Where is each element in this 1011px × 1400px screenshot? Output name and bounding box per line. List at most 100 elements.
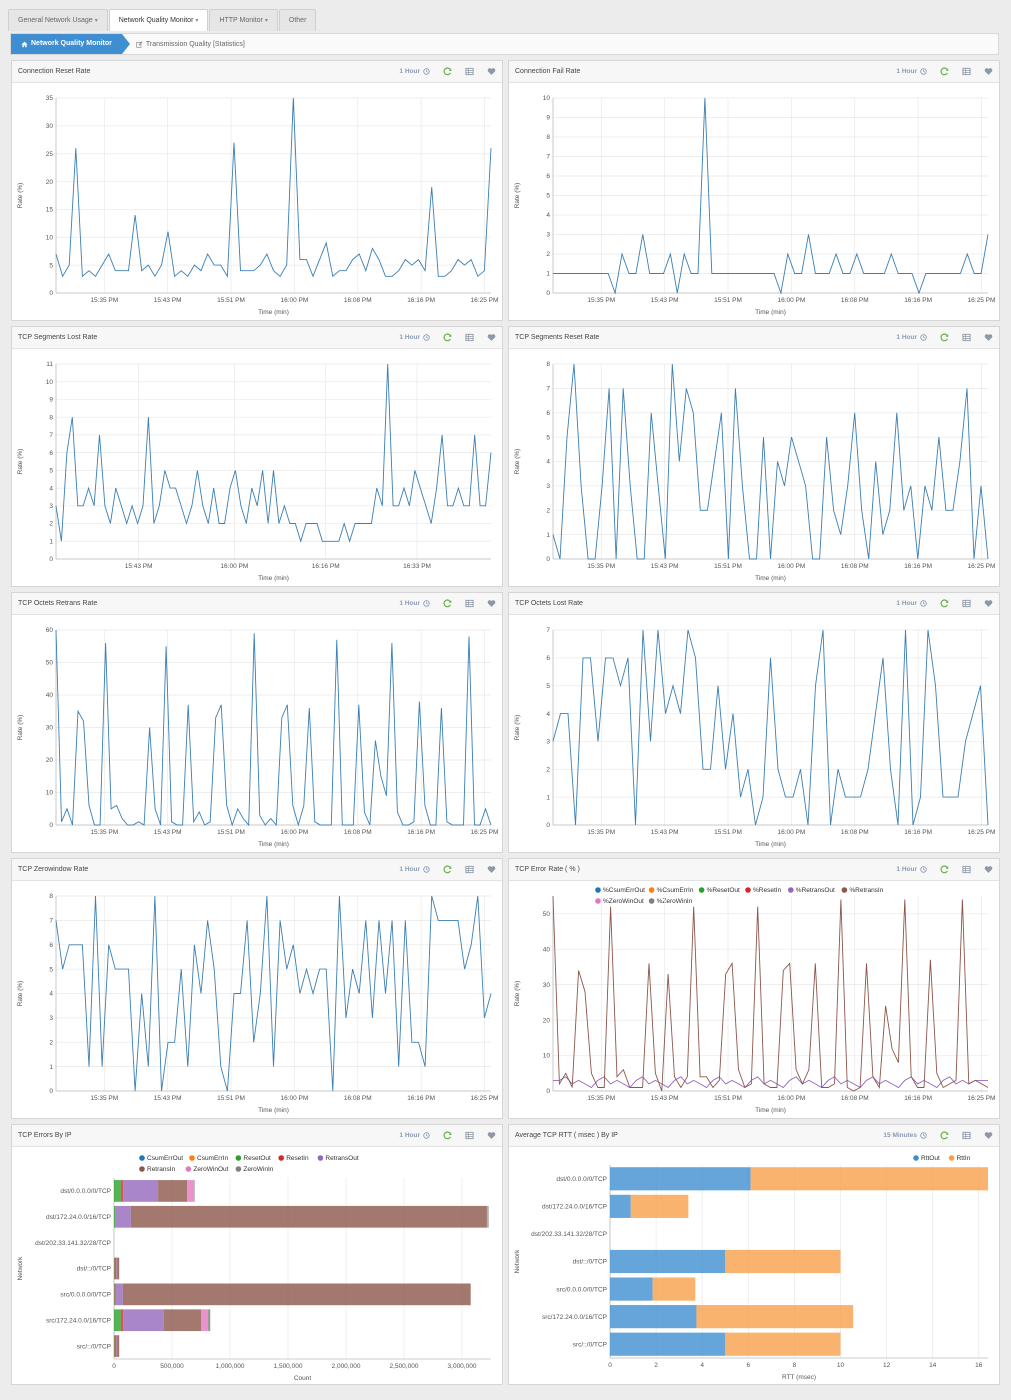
bar-segment-zerowinin[interactable]	[207, 1309, 211, 1332]
time-range-selector[interactable]: 1 Hour	[399, 68, 430, 75]
heart-button[interactable]	[486, 67, 496, 77]
heart-button[interactable]	[983, 1131, 993, 1141]
refresh-button[interactable]	[939, 1131, 949, 1141]
bar-segment-rttout[interactable]	[610, 1277, 653, 1301]
table-button[interactable]	[961, 599, 971, 609]
table-button[interactable]	[961, 67, 971, 77]
heart-button[interactable]	[983, 67, 993, 77]
bar-segment-rttin[interactable]	[696, 1305, 854, 1329]
legend-item[interactable]: RttIn	[948, 1155, 971, 1162]
time-range-selector[interactable]: 1 Hour	[896, 334, 927, 341]
bar-segment-rttin[interactable]	[630, 1194, 689, 1218]
heart-button[interactable]	[486, 865, 496, 875]
time-range-selector[interactable]: 1 Hour	[896, 68, 927, 75]
refresh-button[interactable]	[442, 67, 452, 77]
time-range-selector[interactable]: 1 Hour	[399, 866, 430, 873]
heart-button[interactable]	[486, 599, 496, 609]
bar-segment-retransin[interactable]	[116, 1257, 120, 1280]
time-range-selector[interactable]: 1 Hour	[896, 866, 927, 873]
breadcrumb-home[interactable]: Network Quality Monitor	[11, 34, 130, 54]
bar-segment-resetout[interactable]	[114, 1205, 116, 1228]
legend-item[interactable]: %ResetOut	[698, 887, 740, 894]
legend-item[interactable]: RetransIn	[139, 1166, 176, 1173]
bar-segment-retransout[interactable]	[115, 1283, 123, 1306]
table-button[interactable]	[464, 1131, 474, 1141]
bar-segment-retransin[interactable]	[122, 1283, 471, 1306]
bar-segment-resetout[interactable]	[114, 1257, 115, 1280]
legend-item[interactable]: ResetIn	[278, 1155, 309, 1162]
legend-item[interactable]: ResetOut	[235, 1155, 271, 1162]
legend-item[interactable]: %ZeroWinOut	[595, 898, 644, 905]
bar-segment-retransout[interactable]	[116, 1335, 117, 1357]
bar-segment-resetin[interactable]	[120, 1309, 124, 1332]
bar-segment-retransin[interactable]	[158, 1180, 188, 1202]
refresh-button[interactable]	[442, 1131, 452, 1141]
bar-segment-resetin[interactable]	[114, 1257, 117, 1280]
bar-segment-zerowinout[interactable]	[187, 1180, 195, 1202]
table-button[interactable]	[464, 599, 474, 609]
refresh-button[interactable]	[939, 865, 949, 875]
table-button[interactable]	[961, 1131, 971, 1141]
time-range-selector[interactable]: 1 Hour	[896, 600, 927, 607]
table-button[interactable]	[464, 67, 474, 77]
heart-button[interactable]	[486, 1131, 496, 1141]
bar-segment-resetin[interactable]	[115, 1205, 116, 1228]
refresh-button[interactable]	[939, 333, 949, 343]
bar-segment-rttout[interactable]	[610, 1332, 726, 1356]
refresh-button[interactable]	[939, 67, 949, 77]
refresh-button[interactable]	[442, 599, 452, 609]
bar-segment-retransin[interactable]	[130, 1205, 487, 1228]
bar-segment-retransout[interactable]	[116, 1257, 117, 1280]
tab-network-quality-monitor[interactable]: Network Quality Monitor ▾	[108, 9, 209, 31]
bar-segment-rttin[interactable]	[652, 1277, 696, 1301]
legend-item[interactable]: ZeroWinOut	[185, 1166, 229, 1173]
bar-segment-resetout[interactable]	[114, 1335, 115, 1357]
legend-item[interactable]: RetransOut	[317, 1155, 359, 1162]
table-button[interactable]	[961, 865, 971, 875]
legend-item[interactable]: %CsumErrIn	[648, 887, 694, 894]
bar-segment-rttin[interactable]	[750, 1167, 988, 1191]
time-range-selector[interactable]: 1 Hour	[399, 334, 430, 341]
bar-segment-zerowinin[interactable]	[194, 1180, 195, 1202]
heart-button[interactable]	[983, 333, 993, 343]
bar-segment-retransin[interactable]	[116, 1335, 120, 1357]
heart-button[interactable]	[983, 865, 993, 875]
legend-item[interactable]: RttOut	[913, 1155, 940, 1162]
bar-segment-resetout[interactable]	[114, 1309, 121, 1332]
bar-segment-zerowinin[interactable]	[488, 1205, 489, 1228]
legend-item[interactable]: %RetransOut	[788, 887, 835, 894]
time-range-selector[interactable]: 15 Minutes	[883, 1132, 927, 1139]
bar-segment-resetout[interactable]	[114, 1283, 115, 1306]
bar-segment-rttout[interactable]	[610, 1249, 726, 1274]
bar-segment-rttin[interactable]	[725, 1249, 841, 1274]
bar-segment-resetout[interactable]	[114, 1180, 121, 1202]
legend-item[interactable]: %RetransIn	[841, 887, 884, 894]
tab-http-monitor[interactable]: HTTP Monitor ▾	[209, 9, 278, 31]
bar-segment-zerowinout[interactable]	[201, 1309, 208, 1332]
bar-segment-zerowinout[interactable]	[486, 1205, 489, 1228]
legend-item[interactable]: %ZeroWinIn	[648, 898, 693, 905]
table-button[interactable]	[961, 333, 971, 343]
table-button[interactable]	[464, 865, 474, 875]
bar-segment-rttout[interactable]	[610, 1305, 697, 1329]
time-range-selector[interactable]: 1 Hour	[399, 600, 430, 607]
time-range-selector[interactable]: 1 Hour	[399, 1132, 430, 1139]
legend-item[interactable]: CsumErrIn	[189, 1155, 228, 1162]
bar-segment-resetin[interactable]	[114, 1335, 117, 1357]
bar-segment-rttout[interactable]	[610, 1167, 751, 1191]
bar-segment-retransout[interactable]	[115, 1205, 131, 1228]
bar-segment-retransout[interactable]	[123, 1309, 164, 1332]
heart-button[interactable]	[486, 333, 496, 343]
tab-other[interactable]: Other	[278, 9, 317, 31]
bar-segment-retransout[interactable]	[123, 1180, 159, 1202]
heart-button[interactable]	[983, 599, 993, 609]
refresh-button[interactable]	[442, 865, 452, 875]
table-button[interactable]	[464, 333, 474, 343]
bar-segment-resetin[interactable]	[120, 1180, 124, 1202]
refresh-button[interactable]	[939, 599, 949, 609]
legend-item[interactable]: %ResetIn	[745, 887, 782, 894]
bar-segment-rttout[interactable]	[610, 1194, 631, 1218]
tab-general-network-usage[interactable]: General Network Usage ▾	[8, 9, 108, 31]
legend-item[interactable]: ZeroWinIn	[235, 1166, 274, 1173]
legend-item[interactable]: CsumErrOut	[139, 1155, 183, 1162]
